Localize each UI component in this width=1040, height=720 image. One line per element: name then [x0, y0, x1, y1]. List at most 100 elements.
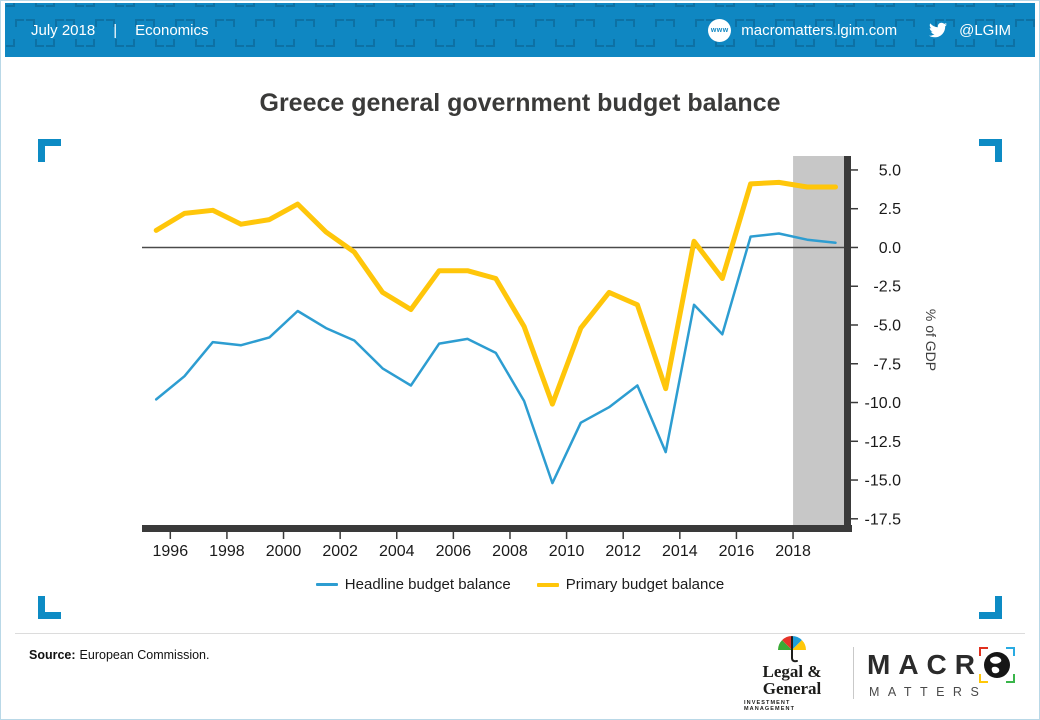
y-tick-label: -7.5: [873, 356, 901, 373]
globe-bracket-yellow: [979, 674, 988, 683]
pattern-bracket: [755, 3, 764, 7]
pattern-bracket: [595, 39, 604, 47]
pattern-bracket: [175, 19, 184, 27]
pattern-bracket: [155, 3, 164, 7]
series-line-headline: [154, 232, 837, 485]
pattern-bracket: [286, 39, 295, 47]
pattern-bracket: [155, 39, 164, 47]
x-tick-label: 2008: [492, 543, 528, 560]
pattern-bracket: [735, 19, 744, 27]
pattern-bracket: [515, 39, 524, 47]
pattern-bracket: [446, 39, 455, 47]
pattern-bracket: [895, 19, 904, 27]
pattern-bracket: [935, 19, 944, 27]
pattern-bracket: [326, 3, 335, 7]
pattern-bracket: [246, 39, 255, 47]
pattern-bracket: [435, 3, 444, 7]
pattern-bracket: [15, 19, 24, 27]
twitter-handle[interactable]: @LGIM: [959, 21, 1011, 39]
header-bracket-pattern: [5, 3, 1035, 57]
pattern-bracket: [106, 19, 115, 27]
pattern-bracket: [335, 19, 344, 27]
y-axis-title: % of GDP: [923, 309, 939, 371]
globe-o-icon: [979, 647, 1015, 683]
pattern-bracket: [875, 39, 884, 47]
pattern-bracket: [135, 19, 144, 27]
pattern-bracket: [766, 3, 775, 7]
pattern-bracket: [35, 3, 44, 7]
pattern-bracket: [566, 3, 575, 7]
pattern-bracket: [66, 19, 75, 27]
pattern-bracket: [275, 3, 284, 7]
pattern-bracket: [835, 3, 844, 7]
footer-divider: [15, 633, 1025, 634]
pattern-bracket: [915, 39, 924, 47]
pattern-bracket: [926, 3, 935, 7]
pattern-bracket: [955, 3, 964, 7]
website-link[interactable]: macromatters.lgim.com: [741, 21, 898, 39]
pattern-bracket: [486, 3, 495, 7]
pattern-bracket: [966, 3, 975, 7]
corner-bracket-bottom-right-icon: [979, 596, 1002, 619]
legend-label-headline: Headline budget balance: [344, 576, 511, 593]
globe-bracket-blue: [1006, 647, 1015, 656]
pattern-bracket: [395, 39, 404, 47]
pattern-bracket: [1006, 3, 1015, 7]
pattern-bracket: [515, 3, 524, 7]
pattern-bracket: [726, 3, 735, 7]
pattern-bracket: [606, 3, 615, 7]
x-tick-label: 1996: [153, 543, 189, 560]
pattern-bracket: [406, 3, 415, 7]
forecast-band: [793, 156, 844, 525]
pattern-bracket: [995, 3, 1004, 7]
legend-item-primary: Primary budget balance: [536, 576, 725, 593]
pattern-bracket: [475, 3, 484, 7]
pattern-bracket: [46, 39, 55, 47]
pattern-bracket: [786, 19, 795, 27]
pattern-bracket: [26, 19, 35, 27]
pattern-bracket: [375, 19, 384, 27]
pattern-bracket: [255, 19, 264, 27]
pattern-bracket: [386, 19, 395, 27]
x-tick-label: 2014: [662, 543, 698, 560]
y-tick-label: -5.0: [873, 317, 901, 334]
globe-bracket-green: [1006, 674, 1015, 683]
pattern-bracket: [426, 19, 435, 27]
lg-brand-line1: Legal &: [762, 662, 822, 682]
pattern-bracket: [466, 19, 475, 27]
pattern-bracket: [366, 39, 375, 47]
pattern-bracket: [355, 3, 364, 7]
corner-bracket-top-right-icon: [979, 139, 1002, 162]
legend-item-headline: Headline budget balance: [315, 576, 511, 593]
header-bar: July 2018 | Economics www macromatters.l…: [5, 3, 1035, 57]
pattern-bracket: [206, 3, 215, 7]
pattern-bracket: [995, 39, 1004, 47]
pattern-bracket: [595, 3, 604, 7]
x-axis-spine: [142, 525, 852, 532]
pattern-bracket: [966, 39, 975, 47]
pattern-bracket: [6, 3, 15, 7]
pattern-bracket: [126, 39, 135, 47]
pattern-bracket: [695, 19, 704, 27]
pattern-bracket: [675, 39, 684, 47]
footer-logos: Legal & General INVESTMENT MANAGEMENT MA…: [744, 636, 1015, 712]
pattern-bracket: [686, 39, 695, 47]
logo-divider: [853, 647, 854, 699]
pattern-bracket: [955, 39, 964, 47]
pattern-bracket: [886, 3, 895, 7]
pattern-bracket: [475, 39, 484, 47]
pattern-bracket: [195, 39, 204, 47]
legal-and-general-logo: Legal & General INVESTMENT MANAGEMENT: [744, 634, 840, 712]
pattern-bracket: [395, 3, 404, 7]
pattern-bracket: [826, 19, 835, 27]
pattern-bracket: [906, 19, 915, 27]
pattern-bracket: [126, 3, 135, 7]
pattern-bracket: [215, 19, 224, 27]
pattern-bracket: [886, 39, 895, 47]
pattern-bracket: [635, 39, 644, 47]
legend-label-primary: Primary budget balance: [565, 576, 725, 593]
pattern-bracket: [586, 19, 595, 27]
corner-bracket-top-left-icon: [38, 139, 61, 162]
twitter-icon[interactable]: [927, 21, 949, 39]
pattern-bracket: [266, 19, 275, 27]
